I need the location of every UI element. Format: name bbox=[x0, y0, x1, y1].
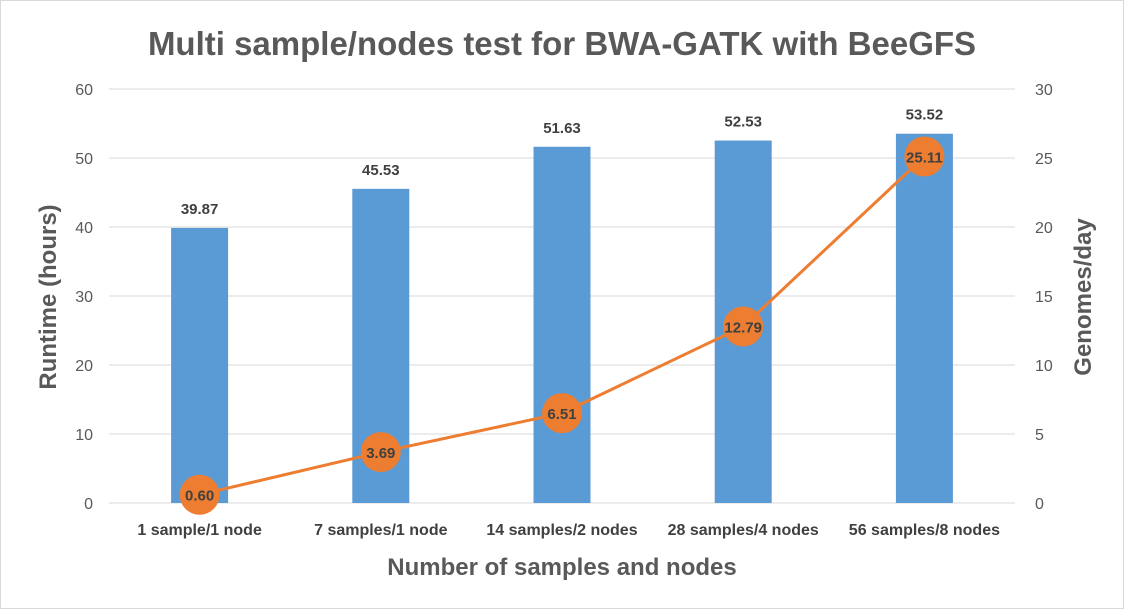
category-label: 1 sample/1 node bbox=[137, 522, 262, 539]
bar-data-label: 39.87 bbox=[181, 201, 219, 218]
bar-data-label: 51.63 bbox=[543, 120, 581, 137]
line-point bbox=[179, 474, 220, 515]
bar-data-label: 45.53 bbox=[362, 162, 400, 179]
bar-series bbox=[171, 133, 953, 504]
line-point bbox=[904, 136, 945, 177]
category-label: 14 samples/2 nodes bbox=[486, 522, 637, 539]
line-data-label: 6.51 bbox=[547, 406, 576, 423]
bar-data-label: 53.52 bbox=[906, 107, 944, 124]
left-tick-label: 60 bbox=[75, 82, 93, 99]
right-axis-ticks: 0 5 10 15 20 25 30 bbox=[1035, 82, 1053, 513]
category-label: 56 samples/8 nodes bbox=[849, 522, 1000, 539]
x-axis-title: Number of samples and nodes bbox=[387, 554, 736, 581]
line-point bbox=[360, 432, 401, 473]
left-axis-ticks: 0 10 20 30 40 50 60 bbox=[75, 82, 93, 513]
line-series: 0.60 3.69 6.51 12.79 25.11 bbox=[179, 136, 945, 515]
right-tick-label: 15 bbox=[1035, 289, 1053, 306]
line-data-label: 3.69 bbox=[366, 445, 395, 462]
left-axis-title: Runtime (hours) bbox=[35, 204, 62, 389]
bar bbox=[533, 146, 591, 504]
line-point bbox=[542, 393, 582, 434]
line-point bbox=[723, 306, 764, 347]
left-tick-label: 20 bbox=[75, 358, 93, 375]
left-tick-label: 50 bbox=[75, 151, 93, 168]
category-label: 28 samples/4 nodes bbox=[668, 522, 819, 539]
left-tick-label: 30 bbox=[75, 289, 93, 306]
line-data-label: 12.79 bbox=[724, 319, 762, 336]
left-tick-label: 0 bbox=[84, 496, 93, 513]
right-tick-label: 20 bbox=[1035, 220, 1053, 237]
right-tick-label: 30 bbox=[1035, 82, 1053, 99]
left-tick-label: 10 bbox=[75, 427, 93, 444]
line-data-label: 0.60 bbox=[185, 488, 214, 505]
left-tick-label: 40 bbox=[75, 220, 93, 237]
category-label: 7 samples/1 node bbox=[314, 522, 447, 539]
category-labels: 1 sample/1 node 7 samples/1 node 14 sample… bbox=[137, 522, 1000, 539]
bar-data-label: 52.53 bbox=[724, 114, 762, 131]
bar-data-labels: 39.87 45.53 51.63 52.53 53.52 bbox=[181, 107, 943, 218]
right-tick-label: 10 bbox=[1035, 358, 1053, 375]
chart-title: Multi sample/nodes test for BWA-GATK wit… bbox=[148, 25, 976, 62]
right-axis-title: Genomes/day bbox=[1070, 218, 1097, 376]
bar bbox=[895, 133, 953, 503]
right-tick-label: 5 bbox=[1035, 427, 1044, 444]
line-data-label: 25.11 bbox=[906, 149, 943, 166]
bar bbox=[171, 227, 229, 503]
right-tick-label: 0 bbox=[1035, 496, 1044, 513]
right-tick-label: 25 bbox=[1035, 151, 1053, 168]
